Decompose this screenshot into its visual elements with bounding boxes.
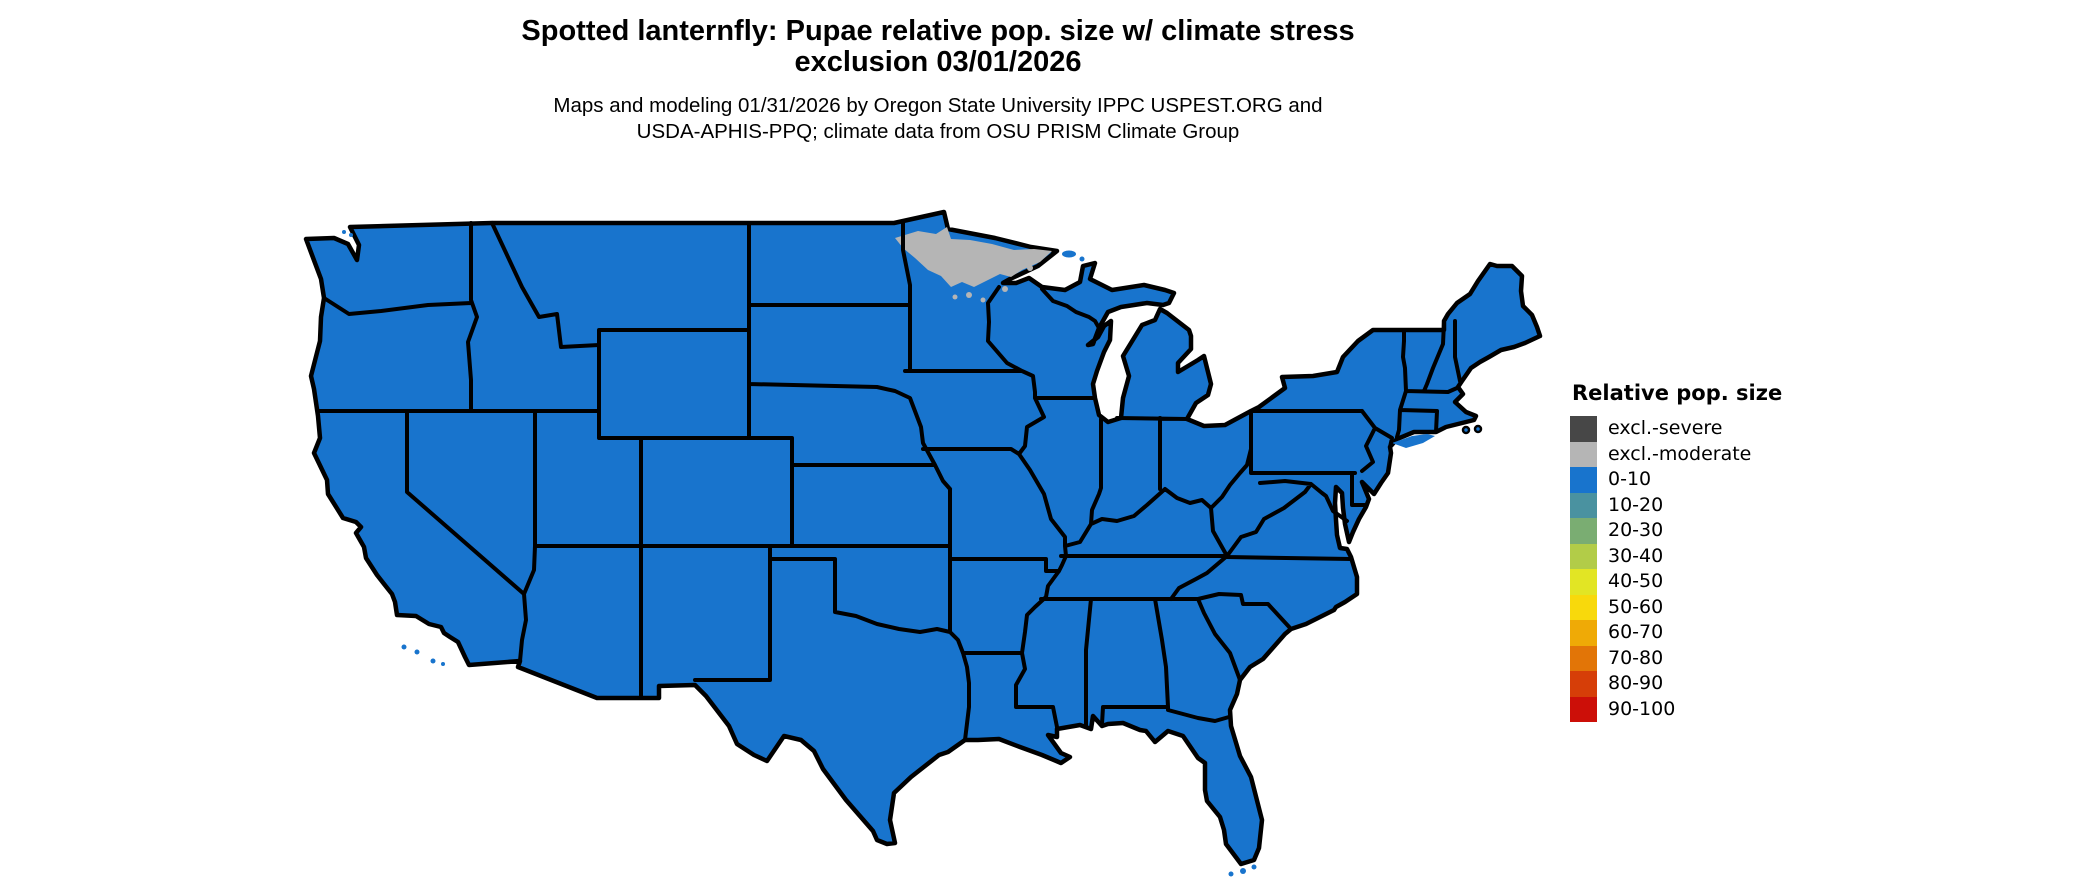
legend-rows: excl.-severe excl.-moderate 0-10 10-20 2…: [1570, 416, 1782, 722]
legend-label: 50-60: [1608, 595, 1664, 618]
legend-swatch-30-40: [1570, 543, 1597, 569]
legend-entry: 40-50: [1570, 569, 1782, 595]
legend-label: 20-30: [1608, 519, 1664, 541]
legend-swatch-0-10: [1570, 467, 1597, 493]
legend-label: excl.-moderate: [1608, 442, 1752, 465]
channel-island: [401, 644, 407, 650]
state-borders: [316, 221, 1462, 742]
legend-swatch-60-70: [1570, 620, 1597, 646]
legend-entry: 80-90: [1570, 671, 1782, 697]
map-subtitle-line2: USDA-APHIS-PPQ; climate data from OSU PR…: [636, 120, 1240, 143]
legend-entry: excl.-moderate: [1570, 441, 1782, 467]
san-juan-island: [342, 230, 346, 234]
legend-swatch-20-30: [1570, 518, 1597, 544]
legend-entry: 70-80: [1570, 645, 1782, 671]
legend-label: 30-40: [1608, 544, 1664, 567]
exclusion-moderate-region: [895, 227, 1052, 303]
map-title-line1: Spotted lanternfly: Pupae relative pop. …: [521, 15, 1355, 47]
legend-label: 10-20: [1608, 493, 1664, 516]
legend-swatch-90-100: [1570, 696, 1597, 722]
lake-superior-islet: [1079, 256, 1085, 262]
legend-entry: 0-10: [1570, 467, 1782, 493]
exclusion-moderate-patch: [895, 227, 1052, 287]
map-subtitle: Maps and modeling 01/31/2026 by Oregon S…: [0, 93, 1876, 145]
legend-label: 90-100: [1608, 697, 1676, 720]
legend-swatch-10-20: [1570, 492, 1597, 518]
exclusion-speck: [952, 294, 958, 300]
legend-label: 70-80: [1608, 646, 1664, 669]
exclusion-speck: [980, 297, 986, 303]
legend-entry: 90-100: [1570, 696, 1782, 722]
legend-swatch-40-50: [1570, 569, 1597, 595]
channel-island: [441, 662, 445, 666]
nantucket: [1473, 424, 1483, 434]
map-subtitle-line1: Maps and modeling 01/31/2026 by Oregon S…: [553, 94, 1323, 117]
legend-entry: 20-30: [1570, 518, 1782, 544]
legend-entry: 60-70: [1570, 620, 1782, 646]
map-title-line2: exclusion 03/01/2026: [794, 46, 1082, 78]
long-island: [1392, 434, 1435, 448]
florida-key: [1251, 864, 1257, 870]
florida-key: [1240, 868, 1246, 874]
legend-label: excl.-severe: [1608, 417, 1723, 439]
isle-royale: [1062, 250, 1076, 258]
san-juan-island: [349, 233, 353, 237]
florida-key: [1228, 871, 1234, 877]
legend-label: 0-10: [1608, 468, 1652, 490]
legend: Relative pop. size excl.-severe excl.-mo…: [1570, 381, 1782, 722]
legend-swatch-50-60: [1570, 594, 1597, 620]
legend-swatch-excl-severe: [1570, 416, 1597, 442]
header: Spotted lanternfly: Pupae relative pop. …: [0, 16, 1876, 145]
legend-entry: 50-60: [1570, 594, 1782, 620]
lower48-landmass: [303, 209, 1543, 867]
legend-swatch-excl-moderate: [1570, 441, 1597, 467]
legend-swatch-80-90: [1570, 671, 1597, 697]
channel-island: [414, 649, 420, 655]
legend-label: 40-50: [1608, 570, 1664, 592]
marthas-vineyard: [1461, 425, 1471, 435]
legend-entry: 30-40: [1570, 543, 1782, 569]
legend-entry: 10-20: [1570, 492, 1782, 518]
channel-island: [430, 658, 436, 664]
legend-swatch-70-80: [1570, 645, 1597, 671]
legend-entry: excl.-severe: [1570, 416, 1782, 442]
outlined-islands: [1461, 424, 1483, 435]
exclusion-speck: [1027, 265, 1033, 271]
exclusion-speck: [966, 292, 972, 298]
legend-label: 80-90: [1608, 672, 1664, 694]
legend-title: Relative pop. size: [1572, 381, 1783, 405]
islands: [342, 230, 1435, 877]
legend-label: 60-70: [1608, 621, 1664, 643]
exclusion-speck: [1002, 286, 1008, 292]
